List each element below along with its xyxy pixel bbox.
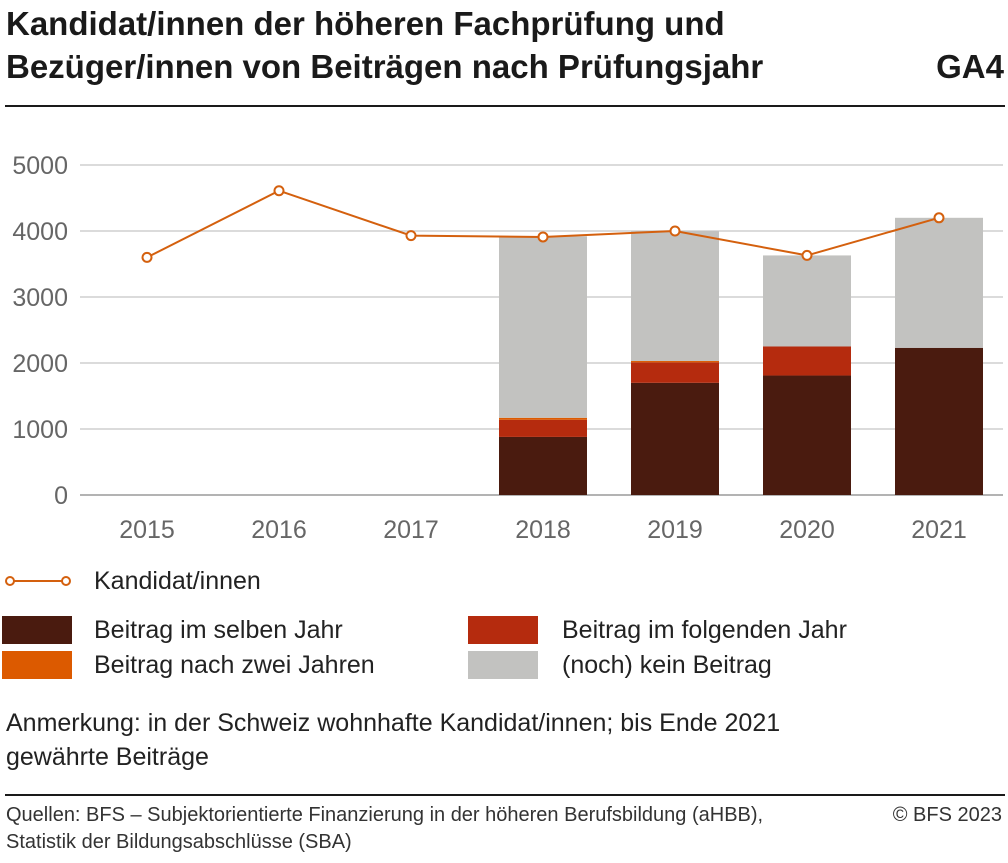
- legend-label-following-year: Beitrag im folgenden Jahr: [562, 616, 847, 644]
- x-tick-label: 2021: [911, 516, 967, 544]
- bar-segment-2020-0: [763, 375, 851, 495]
- candidate-point-2018: [537, 231, 549, 243]
- copyright: © BFS 2023: [892, 804, 1002, 826]
- bars: [499, 217, 983, 495]
- candidate-point-2019: [669, 225, 681, 237]
- source-line-1: Quellen: BFS – Subjektorientierte Finanz…: [6, 804, 764, 826]
- y-tick-labels: 0 1000 2000 3000 4000 5000: [12, 152, 68, 510]
- x-tick-label: 2019: [647, 516, 703, 544]
- legend-swatch-no-contribution: [468, 651, 538, 679]
- y-tick-label: 1000: [12, 416, 68, 444]
- y-tick-label: 2000: [12, 350, 68, 378]
- candidate-line: [141, 185, 945, 263]
- legend-label-two-years: Beitrag nach zwei Jahren: [94, 651, 375, 679]
- legend-label-same-year: Beitrag im selben Jahr: [94, 616, 343, 644]
- legend-swatch-two-years: [2, 651, 72, 679]
- bar-segment-2019-1: [631, 362, 719, 383]
- legend-line-swatch: [5, 576, 71, 586]
- chart-note: Anmerkung: in der Schweiz wohnhafte Kand…: [6, 706, 996, 774]
- bar-segment-2021-0: [895, 347, 983, 495]
- legend-label-no-contribution: (noch) kein Beitrag: [562, 651, 772, 679]
- source-line-2: Statistik der Bildungsabschlüsse (SBA): [6, 831, 352, 853]
- source-note: Quellen: BFS – Subjektorientierte Finanz…: [6, 802, 876, 856]
- chart-title-line-1: Kandidat/innen der höheren Fachprüfung u…: [6, 5, 725, 42]
- candidate-point-2020: [801, 249, 813, 261]
- y-tick-label: 3000: [12, 284, 68, 312]
- bar-segment-2019-3: [631, 231, 719, 362]
- bar-segment-2019-2: [631, 361, 719, 363]
- y-tick-label: 5000: [12, 152, 68, 180]
- footer-divider: [5, 794, 1005, 796]
- bar-segment-2021-3: [895, 217, 983, 348]
- bar-segment-2018-2: [499, 417, 587, 420]
- x-tick-label: 2017: [383, 516, 439, 544]
- note-line-2: gewährte Beiträge: [6, 743, 209, 771]
- legend-label-candidates: Kandidat/innen: [94, 567, 261, 595]
- candidate-point-2015: [141, 251, 153, 263]
- y-tick-label: 4000: [12, 218, 68, 246]
- y-tick-label: 0: [54, 482, 68, 510]
- candidate-point-2016: [273, 185, 285, 197]
- x-tick-label: 2018: [515, 516, 571, 544]
- chart-title-line-2: Bezüger/innen von Beiträgen nach Prüfung…: [6, 48, 764, 85]
- candidate-point-2017: [405, 230, 417, 242]
- x-tick-label: 2020: [779, 516, 835, 544]
- bar-segment-2018-1: [499, 419, 587, 437]
- bar-segment-2020-3: [763, 255, 851, 347]
- chart-title: Kandidat/innen der höheren Fachprüfung u…: [6, 2, 906, 88]
- bar-segment-2019-0: [631, 382, 719, 495]
- bar-segment-2018-3: [499, 236, 587, 418]
- legend-swatch-same-year: [2, 616, 72, 644]
- x-tick-label: 2016: [251, 516, 307, 544]
- x-tick-label: 2015: [119, 516, 175, 544]
- bar-segment-2020-1: [763, 346, 851, 376]
- bar-segment-2018-0: [499, 436, 587, 495]
- note-line-1: Anmerkung: in der Schweiz wohnhafte Kand…: [6, 709, 781, 737]
- x-tick-labels: 2015 2016 2017 2018 2019 2020 2021: [119, 516, 967, 544]
- chart-id: GA4: [936, 48, 1004, 85]
- candidate-point-2021: [933, 212, 945, 224]
- legend-swatch-following-year: [468, 616, 538, 644]
- title-divider: [5, 105, 1005, 107]
